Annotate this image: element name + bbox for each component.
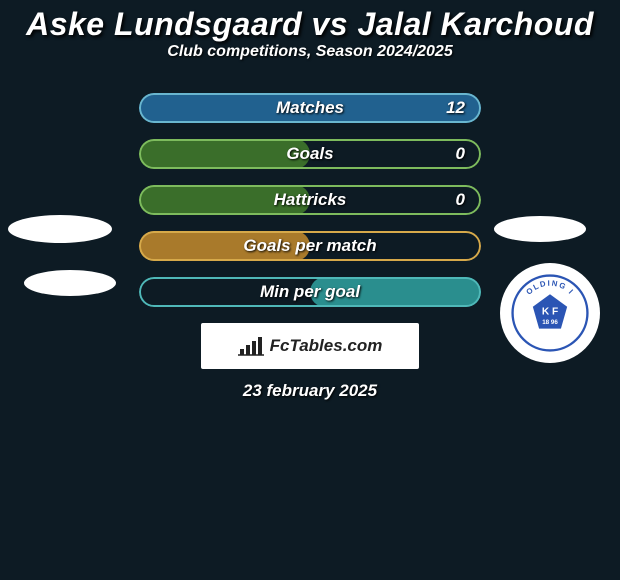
- stat-bar-label: Min per goal: [139, 277, 481, 307]
- stat-bar: Goals0: [139, 139, 481, 169]
- stat-bars: Matches12Goals0Hattricks0Goals per match…: [139, 93, 481, 307]
- stat-bar-label: Matches: [139, 93, 481, 123]
- footer-date: 23 february 2025: [0, 381, 620, 401]
- club-badge: OLDING I K F 18 96: [500, 263, 600, 363]
- decor-ellipse-left-1: [8, 215, 112, 243]
- stat-bar-label: Goals: [139, 139, 481, 169]
- page-title: Aske Lundsgaard vs Jalal Karchoud: [0, 6, 620, 43]
- stat-bar-value: 12: [446, 93, 465, 123]
- page-subtitle: Club competitions, Season 2024/2025: [0, 43, 620, 61]
- stat-bar: Goals per match: [139, 231, 481, 261]
- stat-bar-value: 0: [456, 139, 465, 169]
- decor-ellipse-right: [494, 216, 586, 242]
- decor-ellipse-left-2: [24, 270, 116, 296]
- badge-year: 18 96: [542, 319, 558, 326]
- stat-bar-label: Goals per match: [139, 231, 481, 261]
- stat-bar: Min per goal: [139, 277, 481, 307]
- stat-bar: Hattricks0: [139, 185, 481, 215]
- infographic-container: Aske Lundsgaard vs Jalal Karchoud Club c…: [0, 0, 620, 401]
- brand-text: FcTables.com: [270, 336, 383, 356]
- stat-bar-value: 0: [456, 185, 465, 215]
- brand-chart-icon: [238, 335, 264, 357]
- club-badge-svg: OLDING I K F 18 96: [511, 274, 589, 352]
- stat-bar-label: Hattricks: [139, 185, 481, 215]
- badge-text-center: K F: [542, 307, 558, 318]
- main-content: OLDING I K F 18 96 Matches12Goals0Hattri…: [0, 93, 620, 401]
- brand-box: FcTables.com: [201, 323, 419, 369]
- stat-bar: Matches12: [139, 93, 481, 123]
